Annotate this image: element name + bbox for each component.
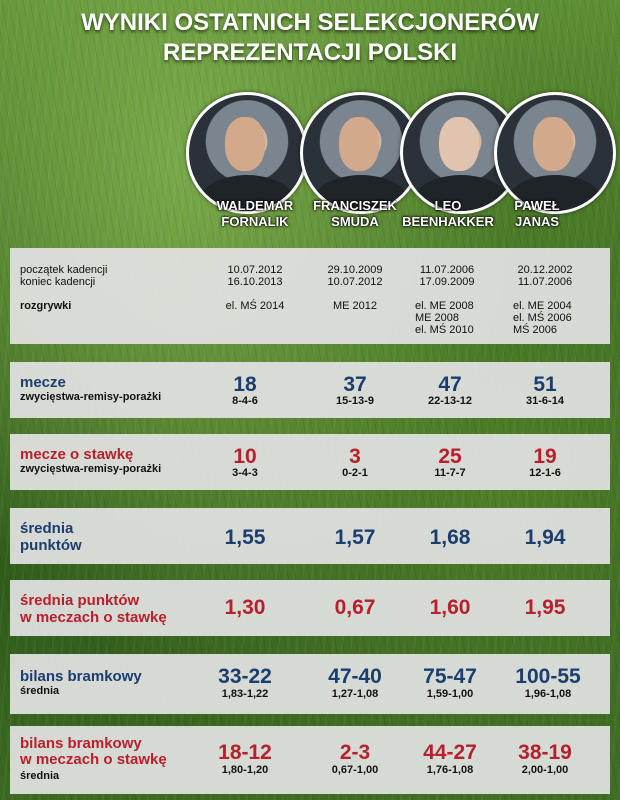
matches-sublabel: zwycięstwa-remisy-porażki bbox=[20, 391, 162, 403]
avg-points-smuda: 1,57 bbox=[334, 526, 376, 549]
goals-stake-panel: bilans bramkowy w meczach o stawkę średni… bbox=[10, 726, 610, 794]
start-label: początek kadencji bbox=[20, 264, 108, 276]
goals-sublabel: średnia bbox=[20, 685, 60, 697]
matches-value-fornalik: 18 bbox=[233, 373, 257, 396]
coach-photo-fornalik bbox=[186, 92, 308, 214]
stake-matches-value-janas: 19 bbox=[533, 445, 557, 468]
start-beenhakker: 11.07.2006 bbox=[419, 264, 475, 276]
stake-matches-sub-janas: 12-1-6 bbox=[529, 467, 561, 479]
goals-stake-value-janas: 38-19 bbox=[518, 741, 572, 764]
goals-sub-fornalik: 1,83-1,22 bbox=[221, 688, 269, 700]
matches-sub-fornalik: 8-4-6 bbox=[232, 395, 258, 407]
end-fornalik: 16.10.2013 bbox=[227, 276, 283, 288]
end-beenhakker: 17.09.2009 bbox=[419, 276, 475, 288]
start-janas: 20.12.2002 bbox=[517, 264, 573, 276]
coach-name-smuda: FRANCISZEK SMUDA bbox=[313, 198, 397, 229]
stake-matches-label: mecze o stawkę bbox=[20, 446, 134, 463]
start-fornalik: 10.07.2012 bbox=[227, 264, 283, 276]
goals-sub-beenhakker: 1,59-1,00 bbox=[426, 688, 474, 700]
goals-stake-value-fornalik: 18-12 bbox=[218, 741, 272, 764]
goals-sub-janas: 1,96-1,08 bbox=[524, 688, 572, 700]
stake-matches-value-fornalik: 10 bbox=[233, 445, 257, 468]
goals-stake-sublabel: średnia bbox=[20, 770, 60, 782]
avg-points-stake-janas: 1,95 bbox=[524, 596, 566, 619]
stake-matches-sub-smuda: 0-2-1 bbox=[342, 467, 368, 479]
goals-panel: bilans bramkowy średnia 33-22 47-40 75-4… bbox=[10, 654, 610, 714]
goals-stake-value-beenhakker: 44-27 bbox=[423, 741, 477, 764]
stake-matches-sub-fornalik: 3-4-3 bbox=[232, 467, 258, 479]
goals-value-fornalik: 33-22 bbox=[218, 665, 272, 688]
avg-points-stake-panel: średnia punktów w meczach o stawkę 1,30 0… bbox=[10, 580, 610, 636]
matches-value-janas: 51 bbox=[533, 373, 557, 396]
stake-matches-sublabel: zwycięstwa-remisy-porażki bbox=[20, 463, 162, 475]
stake-matches-value-smuda: 3 bbox=[349, 445, 361, 468]
matches-label: mecze bbox=[20, 374, 66, 391]
goals-stake-sub-fornalik: 1,80-1,20 bbox=[221, 764, 269, 776]
matches-value-beenhakker: 47 bbox=[438, 373, 462, 396]
end-label: koniec kadencji bbox=[20, 276, 96, 288]
goals-stake-sub-smuda: 0,67-1,00 bbox=[331, 764, 379, 776]
title-line-2: REPREZENTACJI POLSKI bbox=[162, 39, 458, 66]
avg-points-stake-fornalik: 1,30 bbox=[224, 596, 266, 619]
page-title: WYNIKI OSTATNICH SELEKCJONERÓW REPREZENT… bbox=[0, 8, 620, 68]
coach-name-fornalik: WALDEMAR FORNALIK bbox=[216, 198, 294, 229]
coach-photo-janas bbox=[494, 92, 616, 214]
stake-matches-sub-beenhakker: 11-7-7 bbox=[434, 467, 466, 479]
goals-label: bilans bramkowy bbox=[20, 668, 142, 685]
stake-matches-value-beenhakker: 25 bbox=[438, 445, 462, 468]
goals-value-smuda: 47-40 bbox=[328, 665, 382, 688]
matches-panel: mecze zwycięstwa-remisy-porażki 18 37 47… bbox=[10, 362, 610, 418]
goals-value-janas: 100-55 bbox=[515, 665, 581, 688]
goals-stake-sub-beenhakker: 1,76-1,08 bbox=[426, 764, 474, 776]
stake-matches-panel: mecze o stawkę zwycięstwa-remisy-porażki… bbox=[10, 434, 610, 490]
goals-stake-value-smuda: 2-3 bbox=[339, 741, 371, 764]
matches-sub-smuda: 15-13-9 bbox=[336, 395, 374, 407]
avg-points-beenhakker: 1,68 bbox=[429, 526, 471, 549]
tenure-panel: początek kadencji koniec kadencji rozgry… bbox=[10, 248, 610, 344]
end-smuda: 10.07.2012 bbox=[327, 276, 383, 288]
coach-name-beenhakker: LEO BEENHAKKER bbox=[402, 198, 494, 229]
avg-points-label: średnia punktów bbox=[20, 520, 82, 554]
avg-points-janas: 1,94 bbox=[524, 526, 566, 549]
avg-points-fornalik: 1,55 bbox=[224, 526, 266, 549]
goals-sub-smuda: 1,27-1,08 bbox=[331, 688, 379, 700]
goals-value-beenhakker: 75-47 bbox=[423, 665, 477, 688]
start-smuda: 29.10.2009 bbox=[327, 264, 383, 276]
avg-points-stake-beenhakker: 1,60 bbox=[429, 596, 471, 619]
avg-points-panel: średnia punktów 1,55 1,57 1,68 1,94 bbox=[10, 508, 610, 564]
games-smuda: ME 2012 bbox=[332, 300, 378, 312]
end-janas: 11.07.2006 bbox=[517, 276, 573, 288]
matches-value-smuda: 37 bbox=[343, 373, 367, 396]
avg-points-stake-label: średnia punktów w meczach o stawkę bbox=[20, 592, 167, 626]
coach-name-janas: PAWEŁ JANAS bbox=[514, 198, 560, 229]
coach-photo-beenhakker bbox=[400, 92, 522, 214]
matches-sub-beenhakker: 22-13-12 bbox=[427, 395, 473, 407]
goals-stake-sub-janas: 2,00-1,00 bbox=[521, 764, 569, 776]
matches-sub-janas: 31-6-14 bbox=[526, 395, 564, 407]
avg-points-stake-smuda: 0,67 bbox=[334, 596, 376, 619]
games-beenhakker: el. ME 2008 ME 2008 el. MŚ 2010 bbox=[415, 300, 474, 336]
games-label: rozgrywki bbox=[20, 300, 72, 312]
title-line-1: WYNIKI OSTATNICH SELEKCJONERÓW bbox=[81, 9, 539, 36]
games-janas: el. ME 2004 el. MŚ 2006 MŚ 2006 bbox=[513, 300, 572, 336]
games-fornalik: el. MŚ 2014 bbox=[225, 300, 285, 312]
goals-stake-label: bilans bramkowy w meczach o stawkę bbox=[20, 735, 167, 768]
